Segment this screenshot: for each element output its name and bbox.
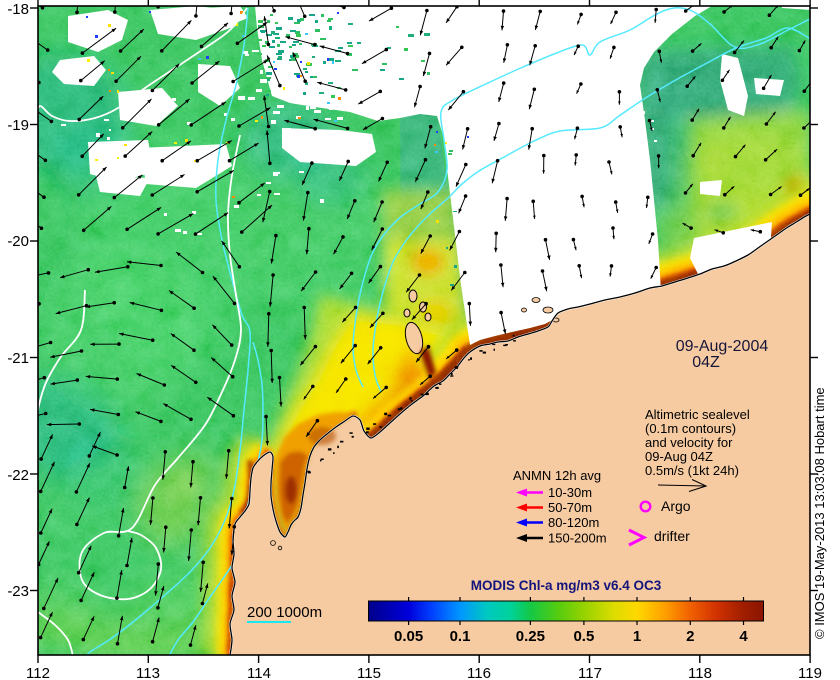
svg-text:150-200m: 150-200m: [548, 531, 607, 546]
svg-text:10-30m: 10-30m: [548, 485, 592, 500]
svg-text:80-120m: 80-120m: [548, 515, 599, 530]
svg-text:4: 4: [739, 628, 748, 645]
svg-text:0.5m/s (1kt 24h): 0.5m/s (1kt 24h): [645, 463, 739, 478]
svg-text:119: 119: [798, 665, 822, 680]
svg-text:112: 112: [26, 665, 50, 680]
svg-text:-21: -21: [7, 350, 29, 367]
svg-text:MODIS Chl-a mg/m3 v6.4 OC3: MODIS Chl-a mg/m3 v6.4 OC3: [471, 578, 662, 593]
svg-text:1: 1: [633, 628, 641, 645]
svg-text:0.1: 0.1: [450, 628, 471, 645]
svg-text:(0.1m contours): (0.1m contours): [645, 421, 736, 436]
svg-text:drifter: drifter: [654, 528, 690, 544]
svg-text:116: 116: [467, 665, 491, 680]
svg-text:50-70m: 50-70m: [548, 500, 592, 515]
svg-text:09-Aug 04Z: 09-Aug 04Z: [645, 449, 713, 464]
svg-text:118: 118: [688, 665, 712, 680]
svg-text:113: 113: [136, 665, 160, 680]
svg-text:-19: -19: [7, 117, 29, 134]
svg-text:09-Aug-2004: 09-Aug-2004: [676, 338, 769, 355]
svg-text:0.5: 0.5: [573, 628, 594, 645]
svg-text:-20: -20: [7, 233, 29, 250]
svg-text:0.05: 0.05: [394, 628, 423, 645]
svg-text:ANMN 12h avg: ANMN 12h avg: [513, 468, 601, 483]
svg-text:117: 117: [578, 665, 602, 680]
svg-text:0.25: 0.25: [516, 628, 545, 645]
svg-text:-22: -22: [7, 467, 29, 484]
svg-text:115: 115: [357, 665, 381, 680]
svg-text:Argo: Argo: [661, 498, 691, 514]
svg-text:04Z: 04Z: [692, 354, 720, 371]
svg-text:Altimetric sealevel: Altimetric sealevel: [645, 407, 750, 422]
svg-text:200 1000m: 200 1000m: [247, 604, 322, 621]
svg-text:114: 114: [247, 665, 271, 680]
svg-text:and velocity for: and velocity for: [645, 435, 733, 450]
svg-text:-18: -18: [7, 1, 29, 18]
svg-text:2: 2: [686, 628, 694, 645]
svg-text:-23: -23: [7, 583, 29, 600]
svg-text:© IMOS 19-May-2013 13:03:08 Ho: © IMOS 19-May-2013 13:03:08 Hobart time: [812, 387, 827, 639]
